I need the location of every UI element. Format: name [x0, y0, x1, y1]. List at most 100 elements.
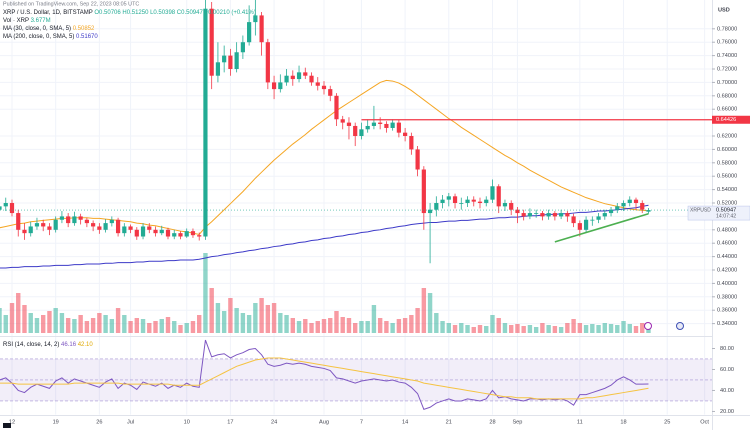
candle-body: [502, 203, 508, 207]
volume-bar: [328, 318, 333, 333]
last-price-label: 0.50947: [716, 208, 736, 214]
volume-bar: [434, 313, 439, 333]
rsi-value: 46.16: [61, 342, 77, 348]
volume-bar: [409, 315, 414, 333]
y-tick-label: 0.40000: [717, 281, 737, 287]
candle-body: [190, 231, 196, 236]
volume-bar: [221, 311, 227, 333]
volume-bar: [334, 311, 339, 333]
volume-bar: [59, 313, 65, 333]
candle-body: [365, 125, 370, 130]
volume-bar: [602, 323, 607, 333]
volume-bar: [596, 325, 601, 333]
candle-body: [103, 223, 108, 230]
x-tick-label: 21: [446, 419, 452, 425]
candle-body: [627, 199, 632, 204]
candle-body: [340, 119, 345, 123]
volume-bar: [471, 327, 476, 333]
y-tick-label: 0.38000: [717, 294, 737, 300]
volume-bar: [253, 303, 258, 333]
candle-body: [97, 226, 102, 230]
candle-body: [259, 15, 264, 43]
candle-body: [440, 199, 445, 204]
x-tick-label: Aug: [319, 419, 329, 425]
x-tick-label: 25: [664, 419, 670, 425]
ma30-legend: MA (30, close, 0, SMA, 5) 0.50852: [3, 26, 95, 32]
volume-bar: [502, 323, 508, 333]
volume-bar: [640, 323, 645, 333]
candle-body: [565, 213, 570, 217]
candle-body: [583, 219, 589, 230]
volume-bar: [53, 308, 58, 333]
y-tick-label: 0.76000: [717, 40, 737, 46]
volume-bar: [583, 325, 589, 333]
volume-bar: [165, 317, 171, 333]
y-tick-label: 0.42000: [717, 267, 737, 273]
x-tick-label: 11: [577, 419, 583, 425]
volume-bar: [134, 318, 139, 333]
candle-body: [296, 72, 302, 80]
volume-bar: [396, 319, 402, 333]
candle-body: [53, 219, 58, 230]
volume-bar: [215, 303, 221, 333]
volume-bar: [47, 311, 52, 333]
volume-bar: [515, 324, 520, 333]
symbol-line: XRP / U.S. Dollar, 1D, BITSTAMP O0.50706…: [3, 10, 256, 16]
x-tick-label: 12: [9, 419, 15, 425]
event-icon: [644, 322, 652, 330]
volume-bar: [465, 325, 470, 333]
candle-body: [234, 52, 239, 70]
candle-body: [315, 82, 320, 86]
volume-bar: [259, 298, 264, 333]
y-tick-label: 0.48000: [717, 227, 737, 233]
candle-body: [515, 209, 520, 214]
candle-body: [371, 122, 377, 126]
volume-bar: [178, 325, 183, 333]
candle-body: [496, 186, 501, 207]
volume-bar: [633, 326, 639, 333]
x-tick-label: 7: [360, 419, 363, 425]
candle-body: [28, 226, 33, 234]
candle-body: [415, 149, 420, 170]
y-tick-label: 0.62000: [717, 133, 737, 139]
rsi-line: [0, 357, 649, 400]
y-tick-label: 0.60000: [717, 147, 737, 153]
rsi-y-tick-label: 60.00: [720, 367, 734, 373]
candle-body: [197, 235, 202, 237]
volume-bar: [65, 318, 71, 333]
candle-body: [527, 213, 533, 217]
volume-legend: Vol · XRP 3.677M: [3, 18, 51, 24]
volume-bar: [496, 318, 501, 333]
legend: Published on TradingView.com, Sep 22, 20…: [3, 1, 730, 347]
y-tick-label: 0.34000: [717, 321, 737, 327]
volume-bar: [78, 315, 83, 333]
volume-bar: [558, 327, 564, 333]
x-tick-label: 10: [184, 419, 190, 425]
x-tick-label: 19: [53, 419, 59, 425]
candle-body: [59, 216, 65, 220]
rsi-y-tick-label: 80.00: [720, 346, 734, 352]
candle-body: [84, 219, 89, 224]
candle-body: [421, 169, 426, 214]
candle-body: [265, 42, 270, 83]
x-tick-label: Oct: [700, 419, 709, 425]
candle-body: [41, 223, 46, 227]
rsi-pane: [0, 339, 712, 410]
level-label: 0.64426: [716, 117, 736, 123]
volume-bar: [228, 298, 233, 333]
volume-bar: [190, 321, 196, 333]
volume-bar: [271, 303, 277, 333]
volume-bar: [371, 305, 377, 333]
volume-name: Vol · XRP: [3, 18, 29, 24]
y-tick-label: 0.70000: [717, 80, 737, 86]
y-tick-label: 0.66000: [717, 107, 737, 113]
volume-bar: [446, 323, 451, 333]
volume-bar: [565, 323, 570, 333]
volume-bar: [509, 325, 514, 333]
candle-body: [615, 206, 620, 210]
volume-bar: [234, 308, 239, 333]
ma200-legend: MA (200, close, 0, SMA, 5) 0.51670: [3, 34, 98, 40]
candle-body: [172, 233, 177, 237]
candle-body: [396, 122, 401, 133]
